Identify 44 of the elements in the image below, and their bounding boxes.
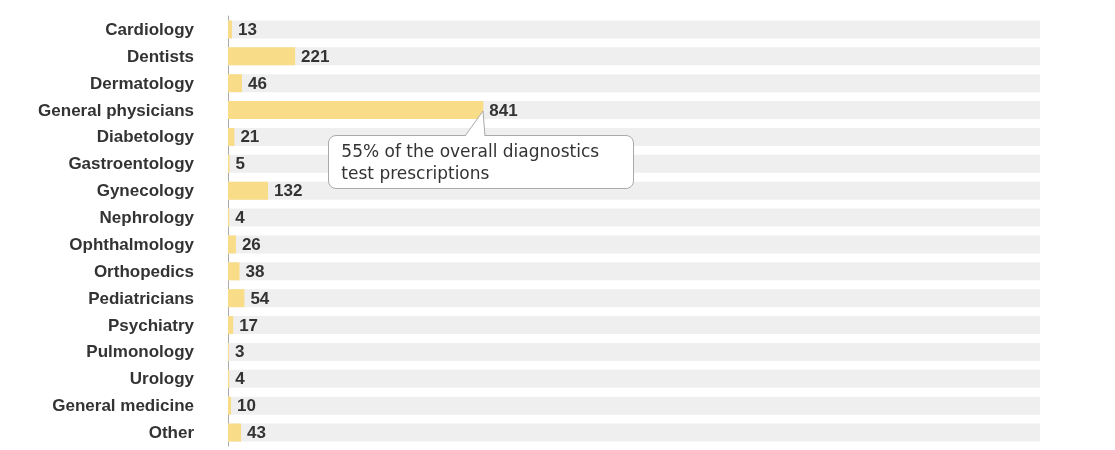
bar <box>228 262 240 281</box>
y-tick-label: Cardiology <box>105 19 195 39</box>
bar <box>228 47 296 66</box>
data-label: 17 <box>239 315 259 335</box>
bar <box>228 235 236 254</box>
data-label: 54 <box>250 288 270 308</box>
bar <box>228 423 242 442</box>
data-label: 21 <box>240 127 260 147</box>
bar <box>228 20 232 39</box>
bar <box>228 396 232 415</box>
bar <box>228 289 245 308</box>
bar <box>228 181 269 200</box>
data-label: 10 <box>237 396 256 416</box>
data-label: 4 <box>235 369 246 389</box>
data-label: 3 <box>234 342 245 362</box>
data-label: 4 <box>235 208 246 228</box>
y-tick-label: Orthopedics <box>93 261 194 281</box>
y-tick-label: Ophthalmology <box>69 234 195 254</box>
y-tick-label: Dermatology <box>90 73 195 93</box>
y-tick-label: Gastroentology <box>68 154 195 174</box>
data-label: 841 <box>489 100 518 120</box>
y-tick-label: Dentists <box>126 46 194 66</box>
y-tick-label: Pulmonology <box>86 342 195 362</box>
bar <box>228 74 242 93</box>
data-label: 26 <box>241 234 261 254</box>
annotation: 55% of the overall diagnostics test prescriptions <box>328 135 635 190</box>
data-label: 38 <box>245 261 265 281</box>
bar <box>228 127 235 146</box>
data-label: 5 <box>235 154 245 174</box>
y-tick-label: Pediatricians <box>88 288 194 308</box>
data-label: 43 <box>247 423 266 443</box>
data-label: 221 <box>301 46 330 66</box>
y-tick-label: Gynecology <box>96 181 195 201</box>
y-tick-label: Diabetology <box>96 127 195 147</box>
y-tick-label: Nephrology <box>99 208 195 228</box>
y-tick-label: Other <box>148 423 195 443</box>
y-tick-label: General medicine <box>52 396 194 416</box>
bar <box>228 316 234 335</box>
data-label: 46 <box>247 73 267 93</box>
y-tick-label: Urology <box>129 369 195 389</box>
y-tick-label: Psychiatry <box>108 315 195 335</box>
y-tick-label: General physicians <box>38 100 194 120</box>
data-label: 13 <box>237 19 257 39</box>
data-label: 132 <box>274 181 303 201</box>
